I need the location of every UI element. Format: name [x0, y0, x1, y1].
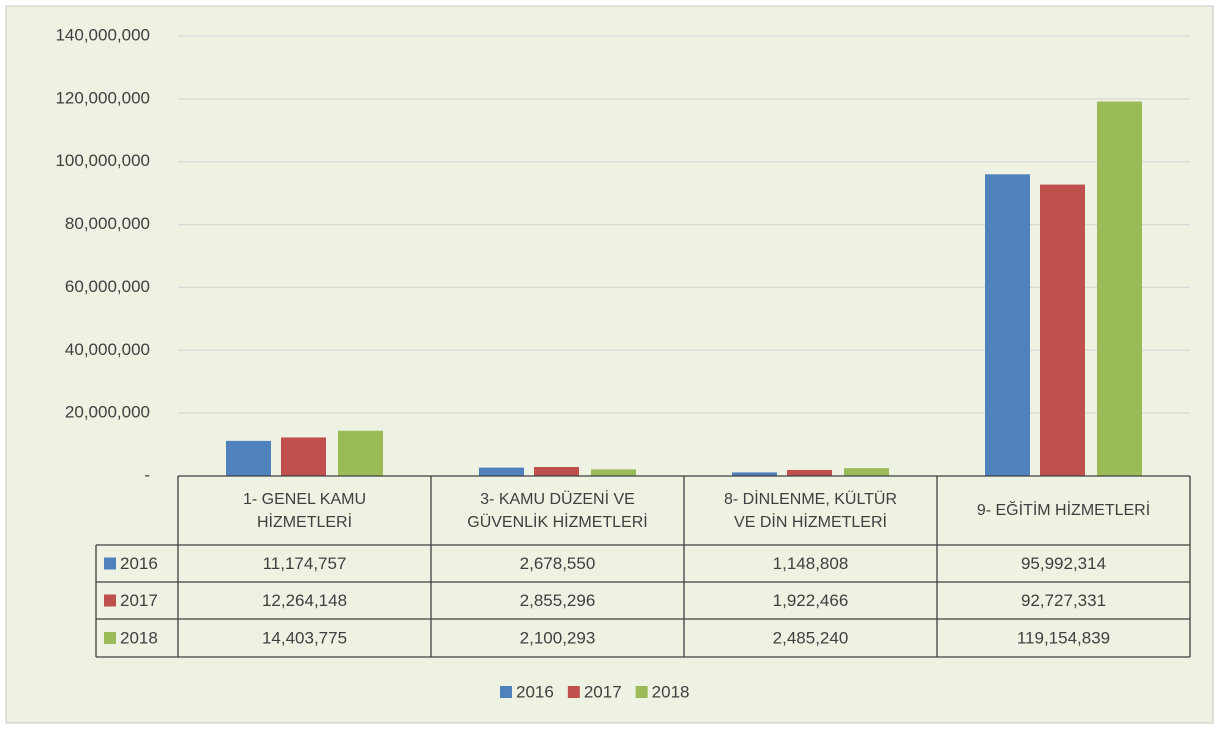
legend-label: 2017: [584, 682, 622, 701]
legend-key: [500, 686, 512, 698]
data-label: 2,100,293: [520, 628, 596, 647]
row-label: 2017: [120, 591, 158, 610]
y-tick-label: 140,000,000: [55, 25, 150, 44]
data-label: 2,678,550: [520, 554, 596, 573]
data-label: 1,922,466: [773, 591, 849, 610]
bar: [338, 430, 383, 476]
row-label: 2018: [120, 628, 158, 647]
y-tick-label: 20,000,000: [65, 403, 150, 422]
bar: [985, 174, 1030, 476]
y-tick-label: 40,000,000: [65, 340, 150, 359]
bar: [591, 469, 636, 476]
category-label: 3- KAMU DÜZENİ VE GÜVENLİK HİZMETLERİ: [467, 490, 648, 531]
bar: [534, 467, 579, 476]
bar: [732, 472, 777, 476]
bar: [281, 437, 326, 476]
data-label: 2,485,240: [773, 628, 849, 647]
legend-key: [567, 686, 580, 698]
data-label: 11,174,757: [263, 554, 347, 573]
legend-label: 2018: [652, 682, 690, 701]
data-label: 12,264,148: [262, 591, 347, 610]
data-label: 119,154,839: [1017, 628, 1110, 647]
y-tick-label: 120,000,000: [55, 88, 150, 107]
bar: [479, 467, 524, 476]
legend-key: [635, 686, 648, 698]
data-label: 2,855,296: [520, 591, 596, 610]
bar: [226, 440, 271, 476]
data-label: 95,992,314: [1021, 554, 1106, 573]
legend-label: 2016: [516, 682, 554, 701]
bar: [1097, 101, 1142, 476]
bar: [1040, 184, 1085, 477]
category-label: 8- DİNLENME, KÜLTÜR VE DİN HİZMETLERİ: [723, 490, 898, 531]
legend-key: [104, 632, 116, 644]
y-tick-label: -: [144, 465, 150, 484]
category-label: 9- EĞİTİM HİZMETLERİ: [976, 502, 1151, 519]
legend-key: [104, 594, 116, 607]
y-tick-label: 80,000,000: [65, 214, 150, 233]
bar: [844, 468, 889, 476]
y-tick-label: 100,000,000: [55, 151, 150, 170]
data-label: 1,148,808: [773, 554, 849, 573]
category-label: 1- GENEL KAMU HİZMETLERİ: [243, 490, 366, 531]
row-label: 2016: [120, 554, 158, 573]
data-label: 14,403,775: [262, 628, 347, 647]
data-label: 92,727,331: [1021, 591, 1106, 610]
bar: [787, 469, 832, 476]
y-tick-label: 60,000,000: [65, 277, 150, 296]
legend-key: [104, 557, 116, 570]
chart-background: [5, 5, 1214, 724]
